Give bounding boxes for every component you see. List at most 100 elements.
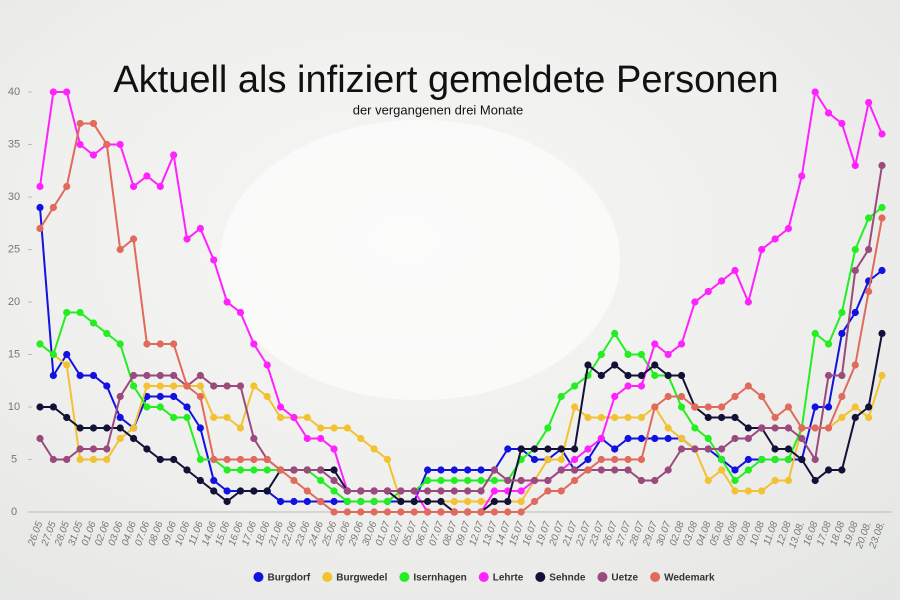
data-point [784,445,793,453]
data-point [718,277,726,285]
data-point [664,424,672,432]
data-point [865,98,873,107]
data-point [865,403,873,411]
data-point [477,508,485,516]
data-point [303,466,311,474]
data-point [410,508,418,516]
data-point [103,424,111,432]
data-point [143,340,151,348]
legend-marker [478,572,489,582]
data-point [370,445,378,453]
data-point [878,371,886,380]
data-point [263,361,271,369]
data-point [223,487,231,495]
data-point [210,487,218,495]
data-point [156,182,164,191]
data-point [236,424,245,432]
data-point [464,466,472,474]
data-point [223,382,231,390]
data-point [196,424,204,432]
data-point [611,466,619,474]
data-point [357,497,365,506]
data-point [878,203,886,212]
data-point [464,508,472,516]
data-point [490,476,499,485]
data-point [824,403,833,411]
data-point [423,497,432,506]
data-point [250,434,258,443]
data-point [851,245,859,254]
data-point [423,508,432,516]
y-tick-label: 35 [8,138,20,150]
data-point [330,508,338,516]
data-point [784,455,793,464]
data-point [343,487,351,495]
data-point [76,424,84,432]
data-point [637,476,646,485]
data-point [464,476,472,485]
data-point [263,455,271,464]
data-point [704,287,712,296]
series-line [39,206,883,503]
data-point [865,245,873,254]
data-point [223,298,231,306]
data-point [170,340,178,348]
data-point [571,445,579,453]
data-point [410,487,418,495]
legend-label: Wedemark [664,573,715,584]
data-point [303,413,311,422]
data-point [637,371,646,380]
data-point [49,203,57,212]
data-point [718,413,726,422]
data-point [464,487,472,495]
data-point [89,424,98,432]
data-point [170,413,178,422]
data-point [637,455,646,464]
data-point [477,487,485,495]
data-point [397,497,405,506]
data-point [731,476,739,485]
data-point [223,497,231,506]
data-point [210,413,218,422]
data-point [597,466,605,474]
data-point [571,476,579,485]
legend: Burgdorf Burgwedel Isernhagen Lehrte Sehnde U… [253,572,715,584]
data-point [317,434,325,443]
legend-marker [399,572,410,582]
data-point [330,497,338,506]
data-point [263,392,271,401]
legend-label: Burgdorf [267,573,310,584]
data-point [597,413,605,422]
data-point [263,487,271,495]
data-point [758,392,766,401]
data-point [103,140,111,149]
y-tick-label: 15 [8,348,20,360]
data-point [129,434,138,443]
data-point [798,424,806,432]
data-point [437,466,445,474]
data-point [824,466,833,474]
data-point [530,497,539,506]
data-point [103,455,111,464]
y-tick-label: 20 [8,296,20,308]
data-point [170,371,178,380]
data-point [290,476,298,485]
data-point [76,371,84,380]
data-point [838,466,846,474]
data-point [865,287,873,296]
data-point [664,434,672,443]
data-point [116,424,124,432]
data-point [798,434,806,443]
data-point [450,508,458,516]
data-point [330,466,338,474]
data-point [878,329,886,338]
data-point [89,151,98,159]
data-point [664,392,672,401]
data-point [36,203,44,212]
data-point [170,151,178,159]
data-point [183,382,191,390]
data-point [49,371,57,380]
data-point [423,476,432,485]
data-point [771,445,779,453]
legend-marker [322,572,333,582]
